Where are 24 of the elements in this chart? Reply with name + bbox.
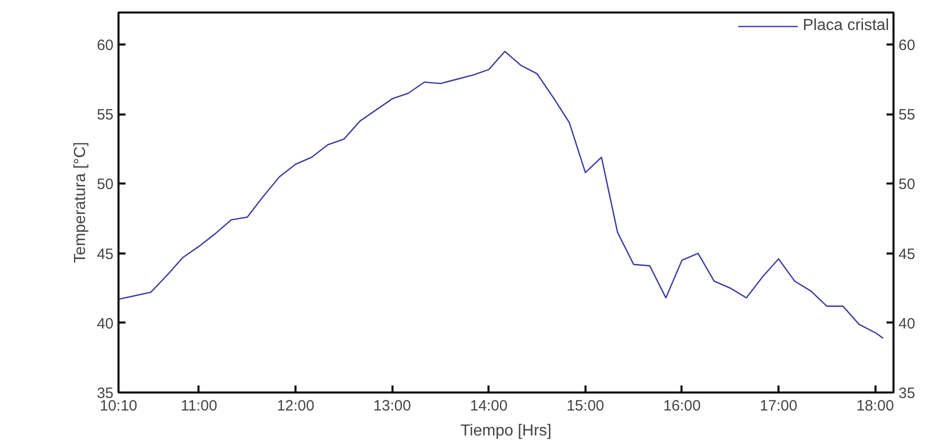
y-tick-label: 50 bbox=[96, 176, 114, 194]
x-tick-label: 14:00 bbox=[470, 398, 508, 414]
x-tick-label: 17:00 bbox=[760, 398, 798, 414]
y2-tick-label: 40 bbox=[898, 315, 916, 332]
line-series bbox=[118, 50, 884, 339]
x-tick-label: 16:00 bbox=[663, 398, 701, 414]
y-axis-title: Temperatura [°C] bbox=[72, 142, 89, 264]
x-tick-label: 10:10 bbox=[100, 398, 138, 414]
y2-tick-label: 60 bbox=[898, 37, 916, 54]
x-tick-label: 18:00 bbox=[856, 398, 894, 414]
y2-tick-label: 45 bbox=[898, 246, 916, 263]
y2-tick-label: 50 bbox=[898, 176, 916, 194]
x-tick-label: 13:00 bbox=[373, 398, 411, 414]
x-tick-label: 11:00 bbox=[180, 398, 218, 414]
y2-tick-label: 35 bbox=[898, 385, 916, 402]
y-tick-label: 40 bbox=[96, 315, 114, 332]
y2-tick-label: 55 bbox=[898, 106, 916, 124]
x-axis-title: Tiempo [Hrs] bbox=[460, 422, 552, 440]
y-tick-label: 60 bbox=[96, 37, 114, 54]
y-tick-label: 45 bbox=[96, 246, 114, 263]
legend-label: Placa cristal bbox=[802, 17, 889, 35]
x-tick-label: 12:00 bbox=[276, 398, 314, 414]
y-tick-label: 55 bbox=[96, 106, 114, 124]
x-tick-label: 15:00 bbox=[566, 398, 604, 414]
